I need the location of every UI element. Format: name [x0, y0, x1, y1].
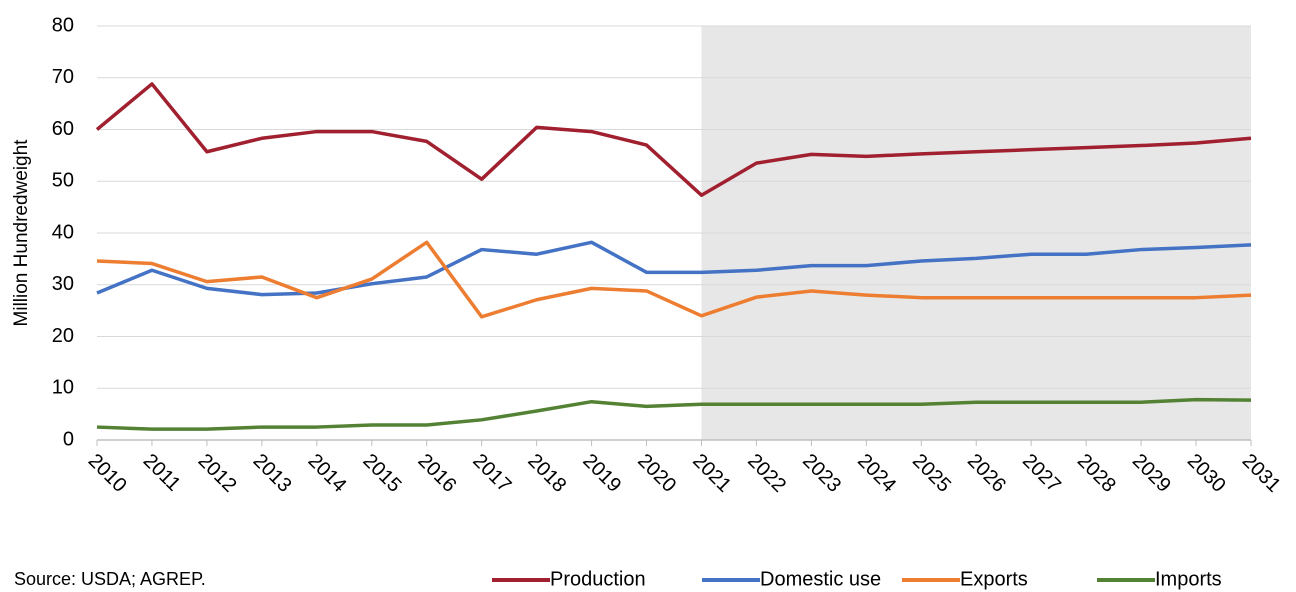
x-tick-label: 2017 [468, 450, 515, 497]
y-tick-label: 70 [52, 66, 74, 88]
y-tick-label: 50 [52, 170, 74, 192]
x-tick-label: 2027 [1018, 450, 1065, 497]
x-tick-label: 2031 [1238, 450, 1285, 497]
x-tick-label: 2014 [304, 450, 351, 497]
x-tick-label: 2015 [358, 450, 405, 497]
x-tick-label: 2020 [633, 450, 680, 497]
y-tick-label: 20 [52, 325, 74, 347]
y-tick-label: 60 [52, 118, 74, 140]
x-tick-label: 2013 [249, 450, 296, 497]
x-tick-label: 2028 [1073, 450, 1120, 497]
x-tick-label: 2024 [853, 450, 900, 497]
y-tick-label: 80 [52, 14, 74, 36]
x-tick-label: 2026 [963, 450, 1010, 497]
y-axis-title: Million Hundredweight [11, 139, 32, 327]
legend-label: Exports [960, 568, 1028, 590]
x-tick-label: 2019 [578, 450, 625, 497]
x-tick-label: 2030 [1183, 450, 1230, 497]
x-tick-label: 2011 [139, 450, 185, 496]
y-tick-label: 10 [52, 377, 74, 399]
x-tick-label: 2012 [194, 450, 241, 497]
legend-label: Imports [1155, 568, 1222, 590]
legend-label: Production [550, 568, 646, 590]
source-note: Source: USDA; AGREP. [14, 569, 206, 589]
series-line [96, 240, 1252, 297]
series-line [96, 397, 1252, 431]
x-tick-label: 2018 [523, 450, 570, 497]
y-tick-label: 40 [52, 221, 74, 243]
x-tick-label: 2016 [413, 450, 460, 497]
series-line [95, 82, 1252, 197]
x-tick-label: 2029 [1128, 450, 1175, 497]
x-tick-label: 2025 [908, 450, 955, 497]
y-tick-label: 0 [63, 428, 74, 450]
x-tick-label: 2022 [743, 450, 790, 497]
x-tick-label: 2023 [798, 450, 845, 497]
series-line [96, 240, 1252, 319]
legend-label: Domestic use [760, 568, 881, 590]
y-tick-label: 30 [52, 273, 74, 295]
x-tick-label: 2010 [84, 450, 131, 497]
x-tick-label: 2021 [688, 450, 735, 497]
